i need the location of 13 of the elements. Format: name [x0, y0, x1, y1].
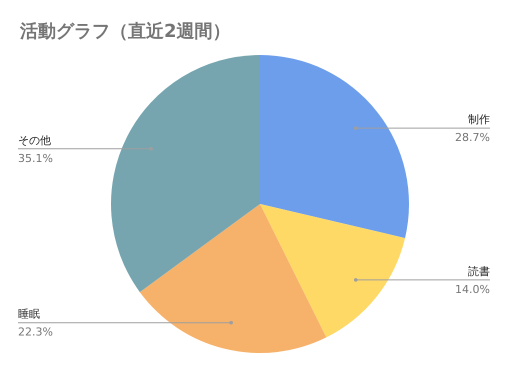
data-label: 35.1% [18, 152, 53, 165]
data-label: 22.3% [18, 326, 53, 339]
slice-label: 読書 [468, 264, 490, 278]
pie-slice [260, 55, 409, 238]
slice-label: その他 [18, 134, 51, 147]
chart-title: 活動グラフ（直近2週間） [19, 21, 231, 42]
pie-slice [140, 204, 326, 353]
slice-label: 制作 [468, 113, 490, 126]
data-label: 28.7% [455, 131, 490, 144]
pie-slice [260, 204, 406, 338]
slice-label: 睡眠 [18, 308, 40, 321]
pie-slice [111, 55, 260, 292]
data-label: 14.0% [455, 282, 490, 296]
